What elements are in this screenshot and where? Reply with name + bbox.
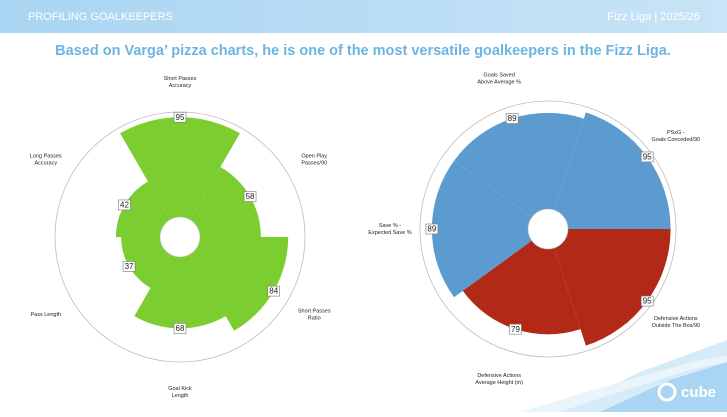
headline: Based on Varga’ pizza charts, he is one … bbox=[55, 43, 671, 59]
category-label: Goals Saved bbox=[483, 73, 515, 79]
outer-ring bbox=[419, 100, 677, 358]
value-box bbox=[425, 223, 439, 235]
logo-icon bbox=[657, 382, 677, 402]
category-label: Outside The Box/90 bbox=[652, 323, 701, 329]
category-label: Short Passes bbox=[164, 76, 197, 82]
value-label: 95 bbox=[643, 153, 652, 162]
pizza-chart: Save % -Expected Save % Goals SavedAbove … bbox=[368, 73, 700, 387]
header-title: PROFILING GOALKEEPERS bbox=[28, 11, 173, 23]
category-label: Open Play bbox=[301, 153, 327, 159]
slice bbox=[121, 237, 170, 288]
value-label: 42 bbox=[120, 201, 129, 210]
inner-hole bbox=[159, 216, 201, 258]
slice bbox=[115, 181, 170, 237]
category-label: Goal Kick bbox=[168, 386, 192, 392]
category-label: Save % - bbox=[379, 223, 401, 229]
slice bbox=[454, 112, 584, 218]
logo-text: cube bbox=[681, 384, 716, 401]
category-label: Accuracy bbox=[34, 160, 57, 166]
value-box bbox=[243, 191, 257, 202]
slice bbox=[190, 166, 261, 237]
value-label: 95 bbox=[643, 297, 652, 306]
value-box bbox=[640, 295, 654, 307]
slice bbox=[190, 237, 289, 331]
value-label: 58 bbox=[246, 192, 255, 201]
decor-wave bbox=[520, 356, 727, 412]
value-label: 79 bbox=[511, 325, 520, 334]
slice bbox=[462, 240, 581, 335]
category-label: Length bbox=[172, 393, 189, 399]
value-label: 95 bbox=[176, 113, 185, 122]
category-label: Short Passes bbox=[298, 308, 331, 314]
value-box bbox=[505, 113, 519, 124]
header-right: Fizz Liga | 2025/26 bbox=[607, 11, 700, 23]
value-label: 37 bbox=[125, 262, 134, 271]
category-label: Defensive Actions bbox=[654, 316, 698, 322]
category-label: PSxG - bbox=[667, 130, 685, 136]
header-bar bbox=[0, 0, 727, 33]
value-box bbox=[640, 151, 654, 163]
decor-wave bbox=[600, 362, 727, 412]
value-box bbox=[267, 285, 281, 297]
slice bbox=[431, 160, 532, 298]
value-label: 84 bbox=[269, 287, 278, 296]
category-label: Above Average % bbox=[477, 80, 521, 86]
value-box bbox=[118, 199, 131, 211]
category-label: Ratio bbox=[308, 315, 321, 321]
value-label: 68 bbox=[176, 324, 185, 333]
inner-hole bbox=[527, 208, 569, 250]
value-label: 89 bbox=[508, 114, 517, 123]
category-label: Pass Length bbox=[30, 312, 61, 318]
value-box bbox=[173, 323, 187, 334]
category-label: Average Height (m) bbox=[475, 380, 523, 386]
category-label: Accuracy bbox=[169, 83, 192, 89]
slice bbox=[120, 117, 240, 220]
category-label: Goals Conceded/90 bbox=[652, 137, 701, 143]
category-label: Expected Save % bbox=[368, 230, 412, 236]
value-box bbox=[122, 261, 136, 272]
category-label: Long Passes bbox=[30, 153, 62, 159]
category-label: Defensive Actions bbox=[477, 373, 521, 379]
slice bbox=[134, 254, 226, 329]
slice bbox=[554, 229, 671, 346]
value-box bbox=[173, 111, 187, 123]
category-label: Passes/90 bbox=[301, 160, 327, 166]
value-box bbox=[509, 323, 522, 335]
value-label: 89 bbox=[427, 225, 436, 234]
slice bbox=[554, 112, 671, 229]
